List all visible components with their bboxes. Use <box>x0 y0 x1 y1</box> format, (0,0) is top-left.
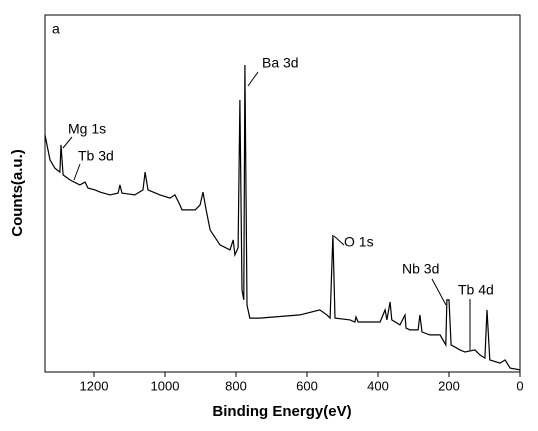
x-tick-label: 800 <box>225 378 247 393</box>
annotation-leader <box>62 136 73 149</box>
plot-frame <box>44 14 521 373</box>
annotation: Ba 3d <box>262 55 299 71</box>
x-tick-label: 600 <box>296 378 318 393</box>
annotation-leader <box>73 163 81 181</box>
spectrum-line <box>44 64 521 371</box>
annotation: O 1s <box>344 234 374 250</box>
x-axis-title: Binding Energy(eV) <box>212 403 351 420</box>
annotation: Tb 4d <box>458 282 494 298</box>
x-tick-label: 1000 <box>151 378 180 393</box>
annotation-leader <box>247 71 259 87</box>
x-tick-label: 1200 <box>80 378 109 393</box>
panel-label: a <box>52 21 60 37</box>
x-tick-label: 0 <box>516 378 523 393</box>
annotation: Mg 1s <box>68 121 106 137</box>
annotation: Tb 3d <box>78 148 114 164</box>
x-tick-label: 200 <box>438 378 460 393</box>
annotation-leader <box>333 235 345 246</box>
annotation-leader <box>431 278 447 306</box>
x-tick-label: 400 <box>367 378 389 393</box>
annotation: Nb 3d <box>402 261 439 277</box>
y-axis-title: Counts(a.u.) <box>9 149 26 237</box>
